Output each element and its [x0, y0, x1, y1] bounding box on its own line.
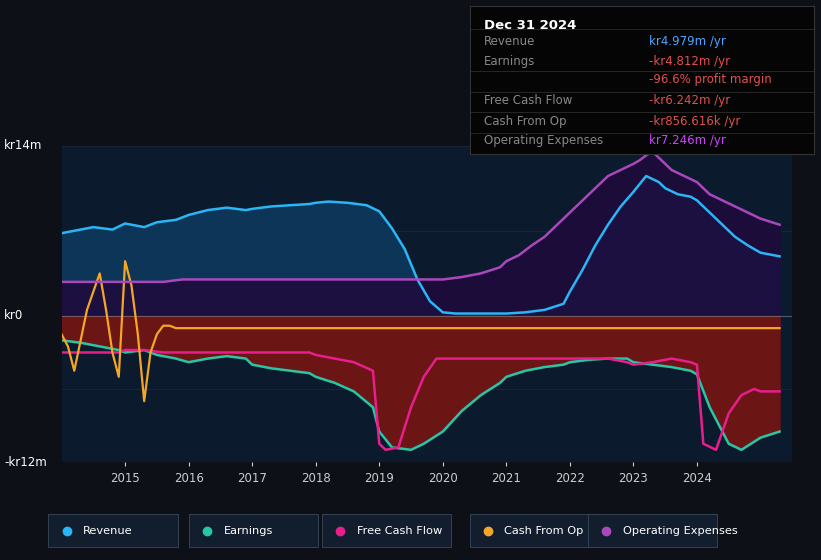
- Text: -kr4.812m /yr: -kr4.812m /yr: [649, 55, 730, 68]
- Text: Operating Expenses: Operating Expenses: [484, 134, 603, 147]
- Text: -kr856.616k /yr: -kr856.616k /yr: [649, 115, 741, 128]
- Text: kr4.979m /yr: kr4.979m /yr: [649, 35, 726, 48]
- Text: Earnings: Earnings: [484, 55, 535, 68]
- Text: Operating Expenses: Operating Expenses: [622, 526, 737, 535]
- FancyBboxPatch shape: [48, 515, 178, 547]
- Text: kr0: kr0: [4, 310, 23, 323]
- Text: Cash From Op: Cash From Op: [484, 115, 566, 128]
- FancyBboxPatch shape: [322, 515, 452, 547]
- Text: kr7.246m /yr: kr7.246m /yr: [649, 134, 726, 147]
- FancyBboxPatch shape: [189, 515, 319, 547]
- FancyBboxPatch shape: [470, 515, 599, 547]
- Text: -96.6% profit margin: -96.6% profit margin: [649, 73, 772, 86]
- Text: Earnings: Earnings: [223, 526, 273, 535]
- Text: Free Cash Flow: Free Cash Flow: [484, 94, 572, 107]
- Text: Revenue: Revenue: [484, 35, 535, 48]
- Text: Cash From Op: Cash From Op: [504, 526, 584, 535]
- Text: -kr6.242m /yr: -kr6.242m /yr: [649, 94, 730, 107]
- Text: Revenue: Revenue: [83, 526, 133, 535]
- Text: kr14m: kr14m: [4, 139, 43, 152]
- Text: Dec 31 2024: Dec 31 2024: [484, 19, 576, 32]
- FancyBboxPatch shape: [588, 515, 718, 547]
- Text: -kr12m: -kr12m: [4, 455, 47, 469]
- Text: Free Cash Flow: Free Cash Flow: [356, 526, 442, 535]
